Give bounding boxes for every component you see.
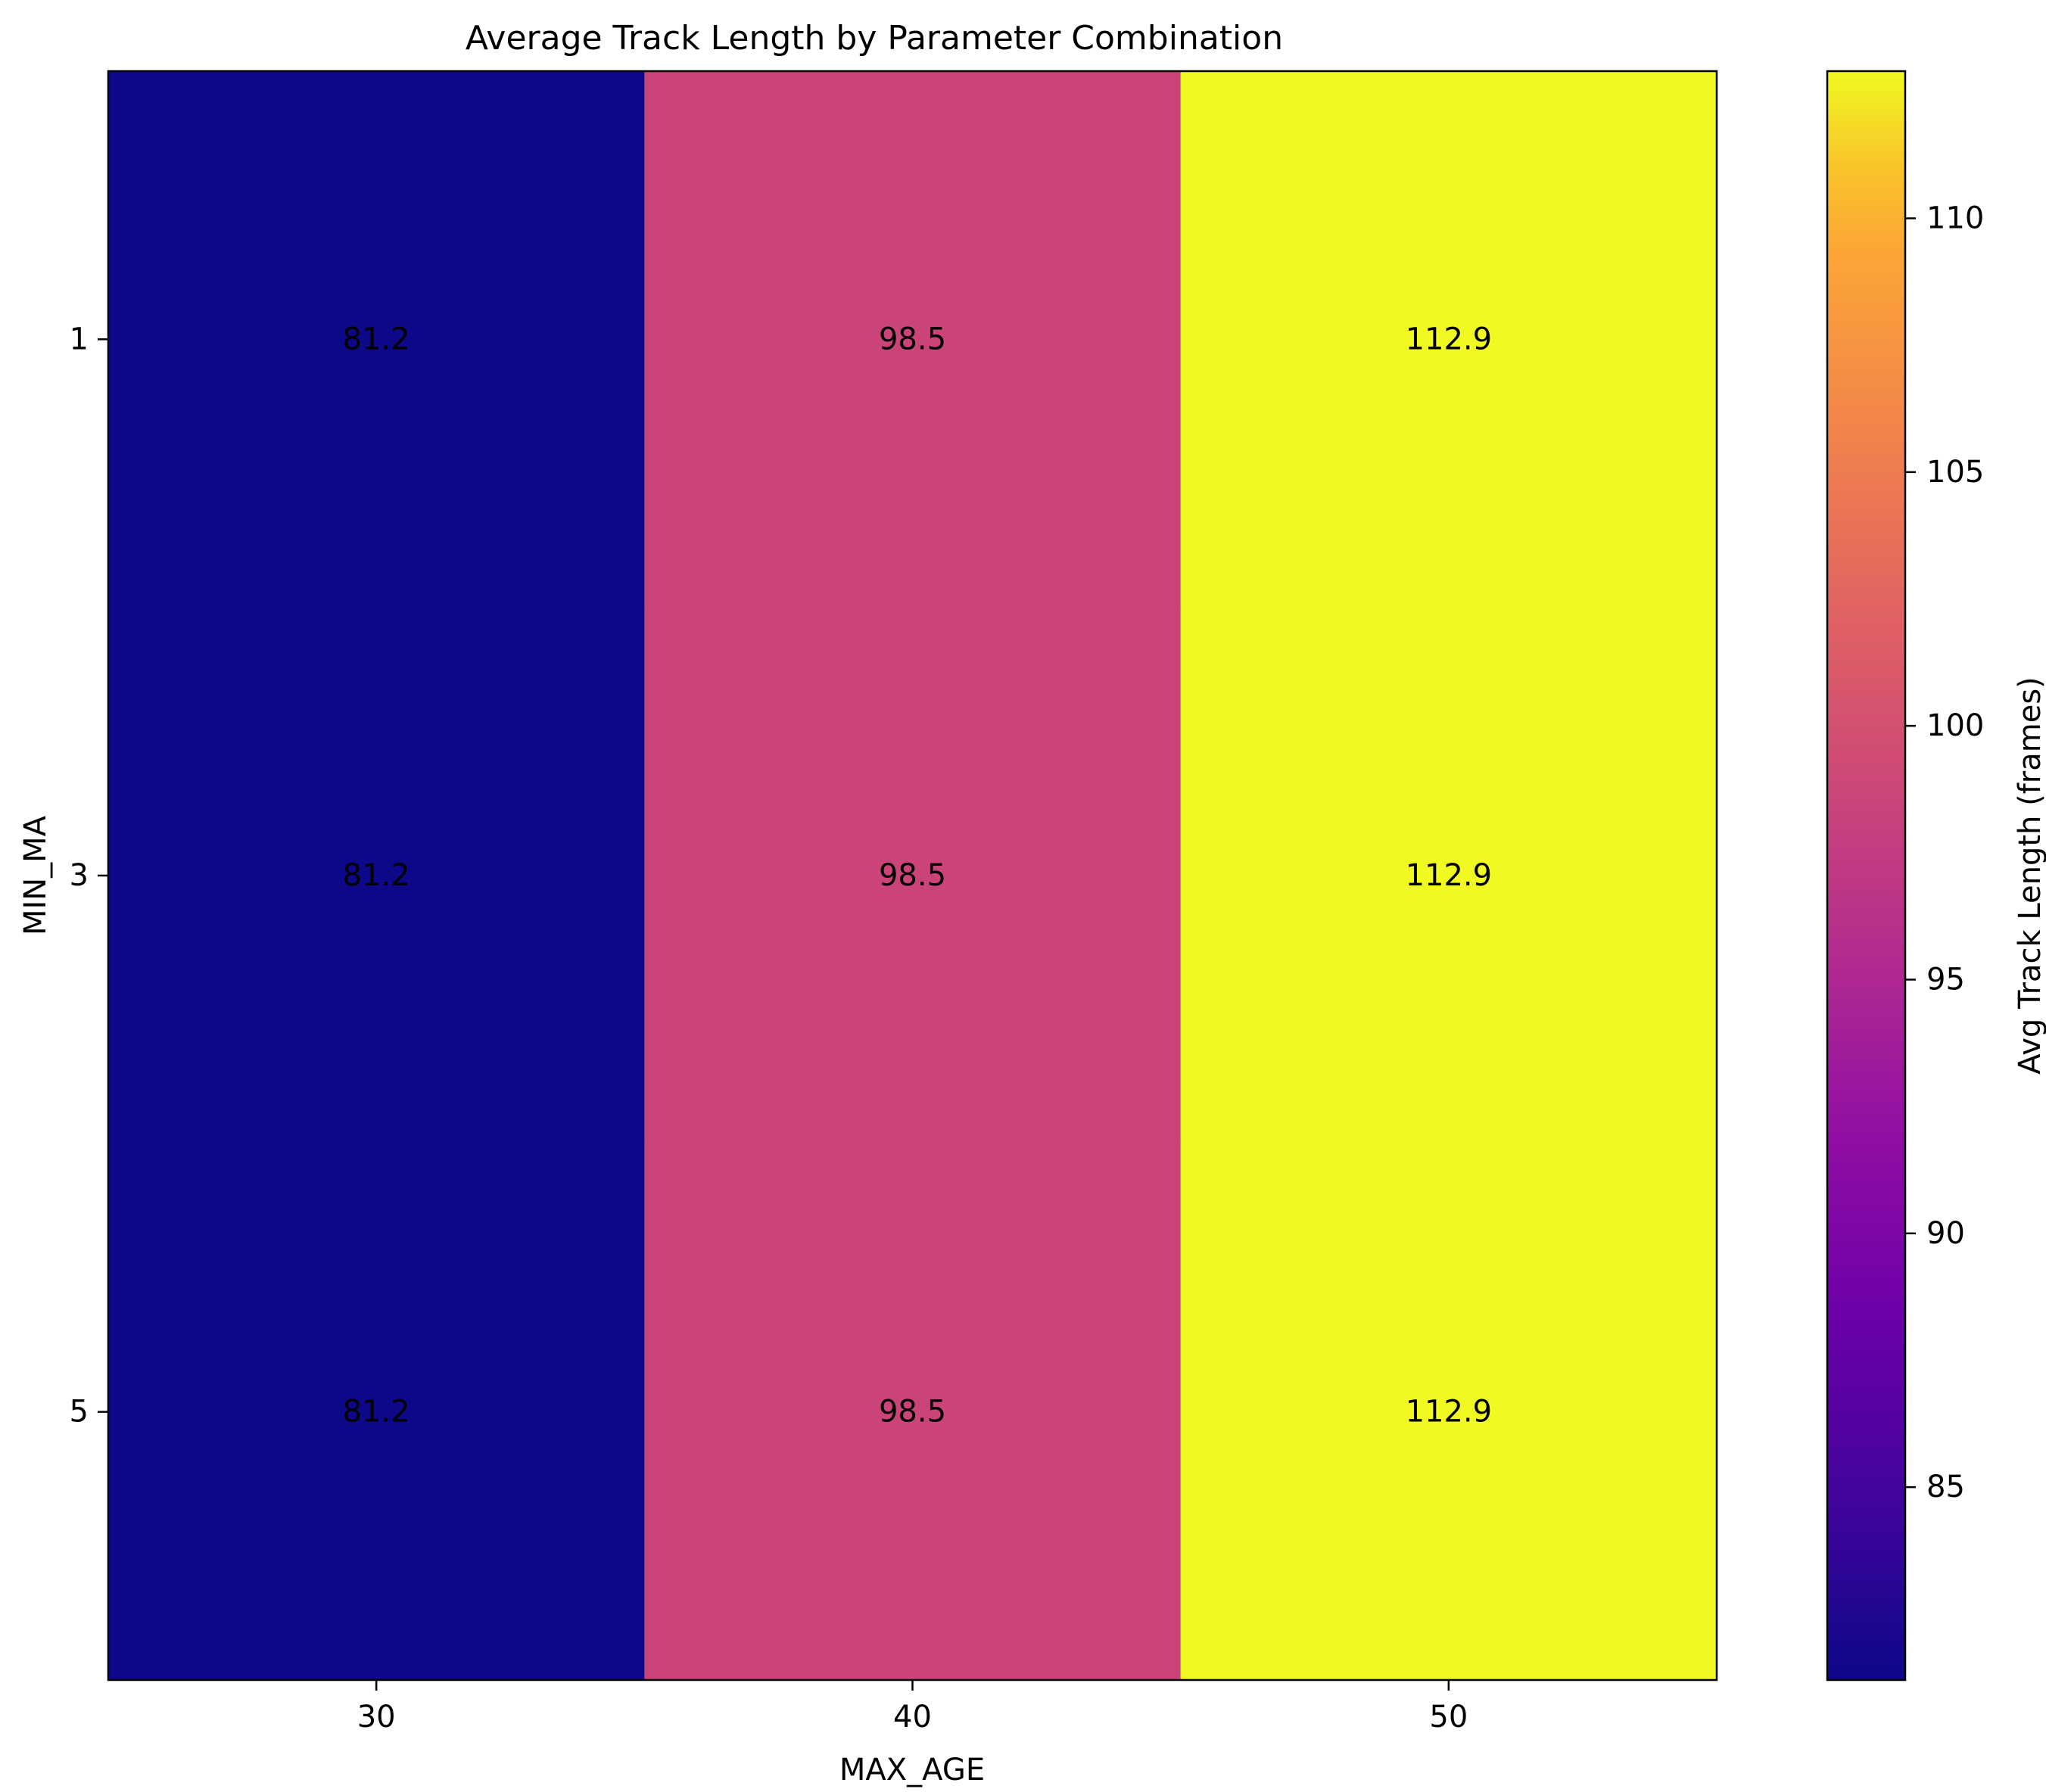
colorbar-tick-label: 110 <box>1926 201 1984 235</box>
colorbar-tick-label: 95 <box>1926 962 1965 997</box>
x-tick-label: 50 <box>1429 1700 1468 1734</box>
x-tick-label: 30 <box>357 1700 396 1734</box>
heatmap-cell <box>644 1143 1182 1681</box>
cell-value-label: 81.2 <box>343 322 410 356</box>
colorbar <box>1826 70 1907 1682</box>
colorbar-tick-label: 90 <box>1926 1216 1965 1251</box>
x-tick-label: 40 <box>893 1700 932 1734</box>
y-tick-label: 5 <box>70 1395 89 1430</box>
cell-value-label: 98.5 <box>879 322 946 356</box>
cell-value-label: 98.5 <box>879 1395 946 1430</box>
heatmap-cell <box>108 1143 645 1681</box>
heatmap-cell <box>1180 607 1717 1144</box>
colorbar-tick-label: 105 <box>1926 455 1984 490</box>
x-axis-label: MAX_AGE <box>839 1753 985 1787</box>
cell-value-label: 98.5 <box>879 858 946 893</box>
colorbar-tick-label: 85 <box>1926 1470 1965 1504</box>
heatmap-cell <box>1180 1143 1717 1681</box>
colorbar-tick-label: 100 <box>1926 708 1984 743</box>
cell-value-label: 112.9 <box>1406 1395 1493 1430</box>
heatmap-cell <box>644 607 1182 1144</box>
y-tick-label: 3 <box>70 858 89 893</box>
cell-value-label: 81.2 <box>343 858 410 893</box>
heatmap-cell <box>108 71 645 608</box>
heatmap-cell <box>1180 71 1717 608</box>
y-tick-label: 1 <box>70 322 89 356</box>
colorbar-label: Avg Track Length (frames) <box>2013 677 2046 1075</box>
x-axis-ticks: 30 40 50 <box>357 1680 1468 1734</box>
heatmap-cell <box>644 71 1182 608</box>
cell-value-label: 112.9 <box>1406 322 1493 356</box>
cell-value-label: 112.9 <box>1406 858 1493 893</box>
chart-title: Average Track Length by Parameter Combin… <box>466 19 1283 58</box>
cell-value-labels: 81.2 98.5 112.9 81.2 98.5 112.9 81.2 98.5 112.9 <box>343 322 1492 1429</box>
cell-value-label: 81.2 <box>343 1395 410 1430</box>
heatmap-cell <box>108 607 645 1144</box>
y-axis-ticks: 1 3 5 <box>70 322 108 1430</box>
y-axis-label: MIN_MA <box>18 815 53 935</box>
heatmap-cells <box>108 71 1717 1681</box>
colorbar-ticks: 85 90 95 100 105 110 <box>1905 201 1984 1504</box>
